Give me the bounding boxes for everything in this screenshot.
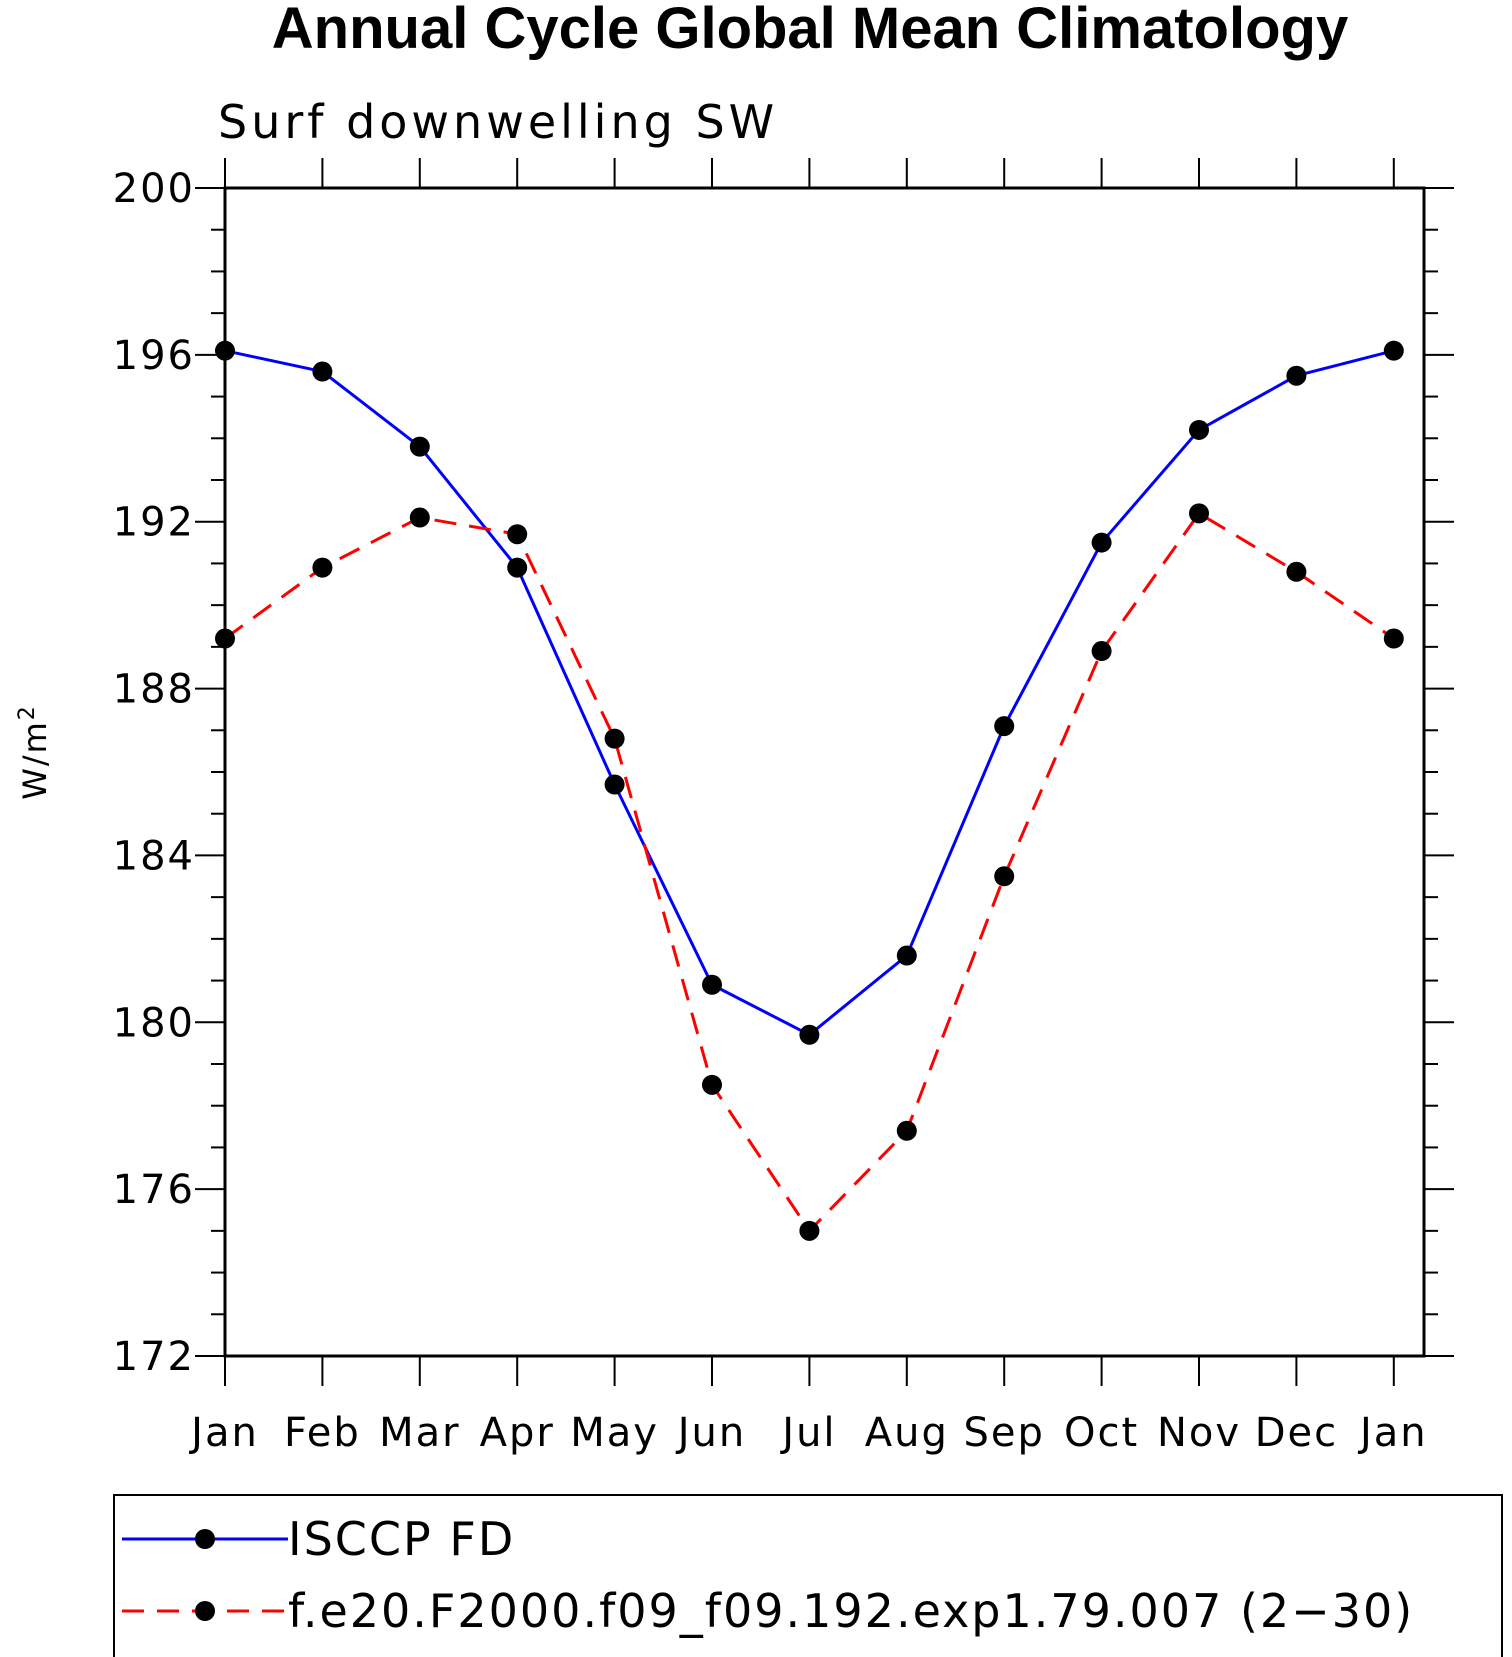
legend-marker-series-1 <box>195 1529 215 1549</box>
y-axis-label: W/m2 <box>15 704 54 800</box>
series-line-2 <box>224 511 1395 1233</box>
y-tick-label: 192 <box>113 500 195 546</box>
y-tick-label: 176 <box>113 1167 195 1213</box>
y-tick-label: 184 <box>113 833 195 879</box>
y-tick-label: 200 <box>113 166 195 212</box>
tick-marks <box>195 158 1454 1386</box>
data-point-series-1 <box>409 436 430 457</box>
data-point-series-1 <box>507 557 528 578</box>
data-point-series-1 <box>1286 365 1307 386</box>
data-point-series-1 <box>896 945 917 966</box>
y-tick-label: 180 <box>113 1000 195 1046</box>
x-tick-label: Apr <box>480 1410 555 1456</box>
y-tick-label: 188 <box>113 667 195 713</box>
x-tick-label: Sep <box>964 1410 1045 1456</box>
chart-subtitle: Surf downwelling SW <box>218 95 778 149</box>
legend-marker-series-2 <box>195 1601 215 1621</box>
x-tick-label: Jan <box>188 1410 259 1456</box>
data-point-series-2 <box>604 728 625 749</box>
x-tick-label: Jun <box>675 1410 747 1456</box>
y-tick-labels: 172 176 180 184 188 192 196 200 <box>113 166 195 1380</box>
series-line-1 <box>224 349 1395 1037</box>
y-axis-label-main: W/m <box>16 720 54 800</box>
x-tick-label: Dec <box>1255 1410 1338 1456</box>
data-point-series-1 <box>604 774 625 795</box>
data-point-series-1 <box>1189 419 1209 440</box>
data-point-series-2 <box>409 507 430 528</box>
x-tick-label: Oct <box>1064 1410 1139 1456</box>
data-point-series-2 <box>1286 561 1307 582</box>
data-point-series-2 <box>702 1074 722 1095</box>
legend-label-series-2: f.e20.F2000.f09_f09.192.exp1.79.007 (2−3… <box>288 1584 1414 1638</box>
data-point-series-2 <box>1383 628 1404 649</box>
legend-box <box>113 1494 1503 1657</box>
x-tick-label: May <box>570 1410 659 1456</box>
data-point-series-2 <box>507 524 528 545</box>
x-tick-labels: Jan Feb Mar Apr May Jun Jul Aug Sep Oct Nov Dec Jan <box>188 1410 1428 1456</box>
data-point-series-2 <box>896 1120 917 1141</box>
x-tick-label: Feb <box>284 1410 361 1456</box>
data-point-series-2 <box>312 557 333 578</box>
data-point-series-1 <box>312 361 333 382</box>
data-point-series-1 <box>994 716 1015 737</box>
data-point-series-1 <box>1091 532 1112 553</box>
data-point-series-1 <box>799 1024 820 1045</box>
data-point-series-2 <box>994 866 1015 887</box>
chart-title: Annual Cycle Global Mean Climatology <box>272 0 1348 61</box>
legend: ISCCP FD f.e20.F2000.f09_f09.192.exp1.79… <box>113 1494 1503 1657</box>
x-tick-label: Aug <box>865 1410 949 1456</box>
x-tick-label: Nov <box>1157 1410 1241 1456</box>
data-point-series-2 <box>1091 641 1112 662</box>
y-tick-label: 172 <box>113 1334 195 1380</box>
data-point-series-1 <box>1383 340 1404 361</box>
data-point-series-2 <box>799 1220 820 1241</box>
x-tick-label: Mar <box>379 1410 460 1456</box>
x-tick-label: Jul <box>779 1410 836 1456</box>
data-series <box>215 340 1404 1241</box>
legend-label-series-1: ISCCP FD <box>288 1512 515 1566</box>
y-tick-label: 196 <box>113 333 195 379</box>
data-point-series-2 <box>1189 503 1209 524</box>
y-axis-label-superscript: 2 <box>15 704 40 720</box>
plot-frame <box>223 186 1426 1358</box>
data-point-series-1 <box>702 974 722 995</box>
x-tick-label: Jan <box>1357 1410 1428 1456</box>
